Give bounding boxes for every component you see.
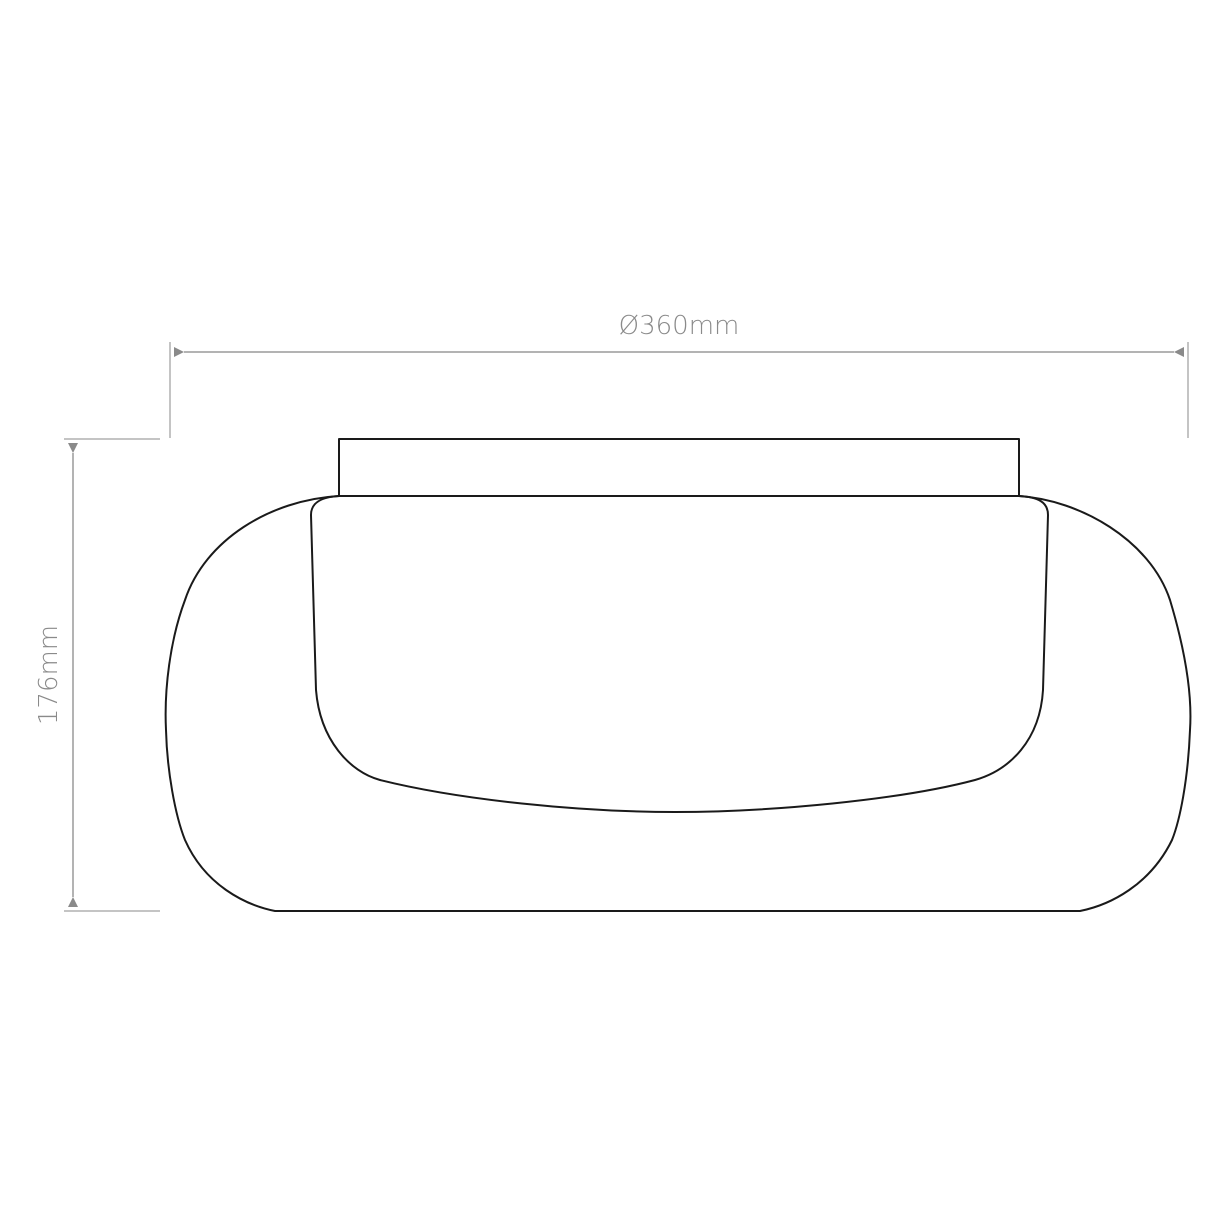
height-label: 176mm	[34, 625, 64, 725]
lamp-drawing	[164, 438, 1192, 912]
width-label: Ø360mm	[619, 311, 740, 341]
width-dimension: Ø360mm	[169, 311, 1189, 438]
inner-diffuser-outline	[310, 495, 1049, 813]
height-dimension: 176mm	[34, 438, 160, 912]
outer-shade-outline	[164, 495, 1192, 912]
ceiling-mount-plate	[338, 438, 1020, 497]
